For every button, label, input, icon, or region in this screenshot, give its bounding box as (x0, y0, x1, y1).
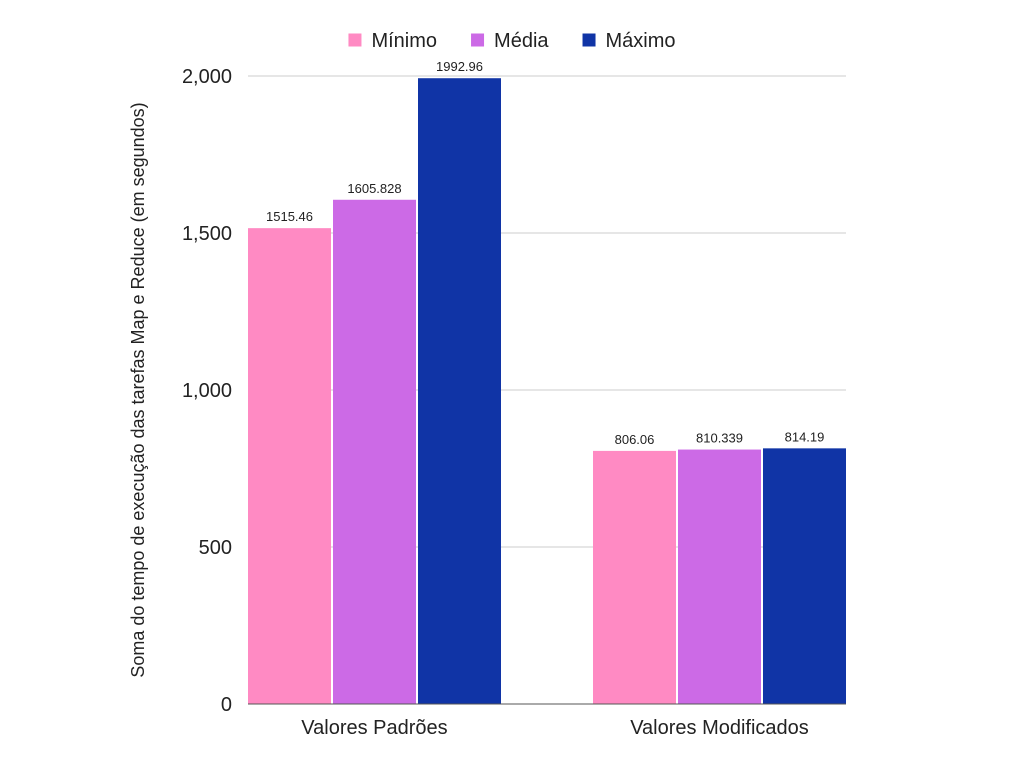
data-label: 1515.46 (266, 209, 313, 224)
y-axis-label: Soma do tempo de execução das tarefas Ma… (128, 102, 148, 677)
legend-swatch (348, 33, 362, 47)
bar-maximo (418, 78, 501, 704)
bar-maximo (763, 448, 846, 704)
y-tick-label: 2,000 (182, 66, 232, 88)
bar-minimo (593, 450, 676, 704)
data-label: 810.339 (696, 431, 743, 446)
data-label: 1992.96 (436, 59, 483, 74)
data-label: 806.06 (615, 432, 655, 447)
y-tick-label: 1,000 (182, 380, 232, 402)
y-tick-label: 500 (199, 537, 232, 559)
y-tick-label: 0 (221, 694, 232, 716)
y-tick-label: 1,500 (182, 223, 232, 245)
x-category-label: Valores Modificados (630, 717, 809, 739)
x-axis-categories: Valores Padrões Valores Modificados (301, 717, 809, 739)
legend-label: Mínimo (371, 30, 437, 52)
x-category-label: Valores Padrões (301, 717, 447, 739)
data-label: 1605.828 (347, 181, 401, 196)
bars (248, 78, 846, 704)
y-axis-ticks: 0 500 1,000 1,500 2,000 (182, 66, 232, 716)
bar-media (678, 449, 761, 704)
legend-label: Média (494, 30, 549, 52)
legend-swatch (582, 33, 596, 47)
legend-swatch (471, 33, 485, 47)
bar-minimo (248, 228, 331, 704)
data-label: 814.19 (785, 429, 825, 444)
legend-label: Máximo (606, 30, 676, 52)
data-labels: 1515.46 1605.828 1992.96 806.06 810.339 814.1… (266, 59, 824, 447)
legend: Mínimo Média Máximo (348, 30, 676, 52)
bar-media (333, 199, 416, 704)
